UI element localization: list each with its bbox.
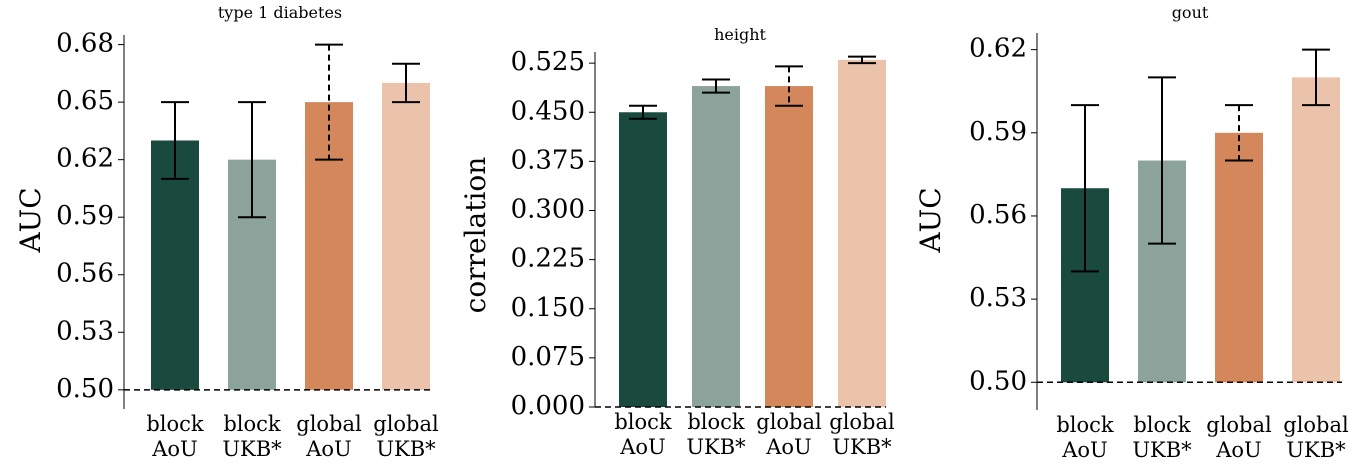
x-tick-label: block: [1133, 413, 1191, 437]
bar: [619, 112, 667, 407]
x-tick-label: AoU: [305, 437, 352, 461]
chart-title: height: [714, 25, 766, 44]
y-tick-label: 0.300: [511, 195, 585, 225]
x-tick-label: global: [1206, 413, 1272, 437]
x-tick-label: AoU: [619, 435, 666, 459]
x-tick-label: global: [373, 412, 439, 436]
x-tick-label: block: [223, 412, 281, 436]
x-tick-label: AoU: [1215, 438, 1262, 462]
x-tick-label: AoU: [151, 437, 198, 461]
y-tick-label: 0.150: [511, 293, 585, 323]
chart-title: gout: [1172, 3, 1209, 22]
y-tick-label: 0.075: [511, 342, 585, 372]
y-tick-label: 0.56: [56, 259, 114, 289]
y-tick-label: 0.59: [969, 117, 1027, 147]
y-tick-label: 0.65: [56, 86, 114, 116]
x-tick-label: UKB*: [1132, 438, 1192, 462]
y-tick-label: 0.225: [511, 244, 585, 274]
chart-title: type 1 diabetes: [218, 3, 342, 22]
x-tick-label: UKB*: [832, 435, 892, 459]
x-tick-label: UKB*: [686, 435, 746, 459]
y-axis-label: AUC: [914, 187, 947, 253]
y-tick-label: 0.68: [56, 29, 114, 59]
bar: [692, 86, 740, 407]
y-axis-label: correlation: [459, 157, 492, 314]
y-axis-label: AUC: [14, 187, 47, 253]
x-tick-label: block: [146, 412, 204, 436]
x-tick-label: block: [687, 410, 745, 434]
bar: [1215, 132, 1263, 383]
x-tick-label: UKB*: [376, 437, 436, 461]
x-tick-label: global: [756, 410, 822, 434]
x-tick-label: AoU: [765, 435, 812, 459]
bar: [1292, 77, 1340, 383]
y-tick-label: 0.450: [511, 96, 585, 126]
y-tick-label: 0.53: [969, 283, 1027, 313]
y-tick-label: 0.62: [969, 34, 1027, 64]
bar: [382, 82, 430, 390]
y-tick-label: 0.53: [56, 316, 114, 346]
x-tick-label: UKB*: [222, 437, 282, 461]
x-tick-label: AoU: [1061, 438, 1108, 462]
y-tick-label: 0.62: [56, 144, 114, 174]
y-tick-label: 0.525: [511, 47, 585, 77]
bar: [151, 140, 199, 390]
y-tick-label: 0.56: [969, 200, 1027, 230]
y-tick-label: 0.000: [511, 391, 585, 421]
y-tick-label: 0.50: [56, 374, 114, 404]
x-tick-label: global: [829, 410, 895, 434]
bar: [765, 86, 813, 407]
y-tick-label: 0.50: [969, 366, 1027, 396]
x-tick-label: global: [296, 412, 362, 436]
x-tick-label: block: [614, 410, 672, 434]
bar: [838, 59, 886, 408]
y-tick-label: 0.375: [511, 145, 585, 175]
y-tick-label: 0.59: [56, 201, 114, 231]
x-tick-label: block: [1056, 413, 1114, 437]
x-tick-label: global: [1283, 413, 1349, 437]
x-tick-label: UKB*: [1286, 438, 1346, 462]
